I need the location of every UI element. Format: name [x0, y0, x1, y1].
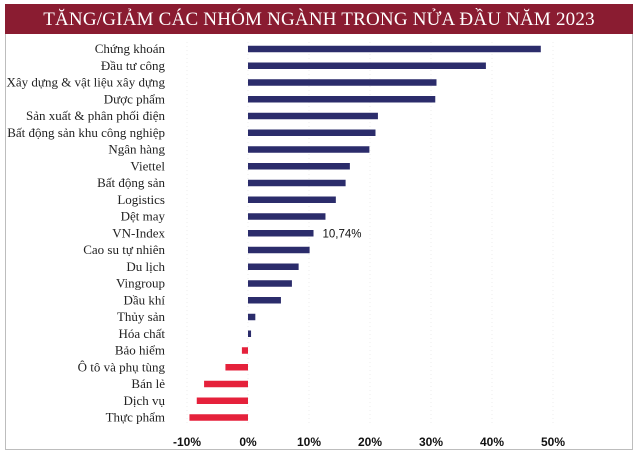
- chart-title: TĂNG/GIẢM CÁC NHÓM NGÀNH TRONG NỬA ĐẦU N…: [5, 4, 633, 34]
- bar: [248, 79, 437, 86]
- category-label: Bán lẻ: [131, 376, 165, 391]
- bar: [248, 313, 256, 321]
- bar: [189, 414, 248, 421]
- category-label: Chứng khoán: [95, 41, 166, 56]
- bar: [196, 397, 248, 404]
- x-tick-label: -10%: [173, 435, 201, 449]
- category-label: Thủy sản: [117, 309, 166, 324]
- bar: [225, 364, 248, 371]
- category-label: Dệt may: [121, 209, 166, 224]
- category-label: Vingroup: [116, 276, 165, 291]
- category-label: Đầu tư công: [101, 58, 166, 73]
- category-label: Cao su tự nhiên: [83, 242, 165, 257]
- category-label: Dịch vụ: [123, 393, 165, 408]
- category-label: Dầu khí: [123, 292, 165, 307]
- bar: [248, 163, 350, 170]
- bar: [248, 96, 436, 103]
- bar: [248, 213, 326, 220]
- bar: [248, 179, 346, 187]
- bar: [248, 45, 541, 53]
- category-label: Bất động sản khu công nghiệp: [7, 125, 165, 140]
- category-label: Bảo hiểm: [115, 343, 165, 358]
- bar: [248, 146, 370, 153]
- category-label: Ngân hàng: [108, 142, 165, 157]
- category-label: Du lịch: [126, 259, 165, 274]
- bar: [248, 112, 378, 120]
- category-label: Logistics: [117, 192, 165, 207]
- bar: [241, 347, 248, 354]
- chart-frame: [5, 4, 633, 450]
- bar: [248, 330, 252, 337]
- x-tick-label: 20%: [358, 435, 382, 449]
- category-label: Xây dựng & vật liệu xây dựng: [6, 75, 165, 90]
- category-label: Bất động sản: [97, 175, 165, 190]
- data-label: 10,74%: [323, 228, 362, 240]
- bar: [248, 246, 310, 254]
- bar: [248, 297, 281, 304]
- x-tick-label: 0%: [239, 435, 257, 449]
- category-label: Sản xuất & phân phối điện: [26, 108, 166, 123]
- bar: [204, 380, 248, 388]
- x-tick-label: 10%: [297, 435, 321, 449]
- category-label: Dược phẩm: [104, 91, 165, 106]
- bar: [248, 230, 314, 237]
- category-label: Thực phẩm: [106, 410, 165, 425]
- category-label: Hóa chất: [118, 326, 165, 341]
- category-label: VN-Index: [112, 225, 165, 240]
- category-label: Viettel: [130, 158, 165, 173]
- x-tick-label: 50%: [541, 435, 565, 449]
- bar: [248, 62, 486, 69]
- category-label: Ô tô và phụ tùng: [78, 359, 166, 374]
- bar: [248, 263, 299, 270]
- bar: [248, 280, 292, 287]
- x-tick-label: 30%: [419, 435, 443, 449]
- x-tick-label: 40%: [480, 435, 504, 449]
- bar: [248, 129, 376, 136]
- bar: [248, 196, 336, 203]
